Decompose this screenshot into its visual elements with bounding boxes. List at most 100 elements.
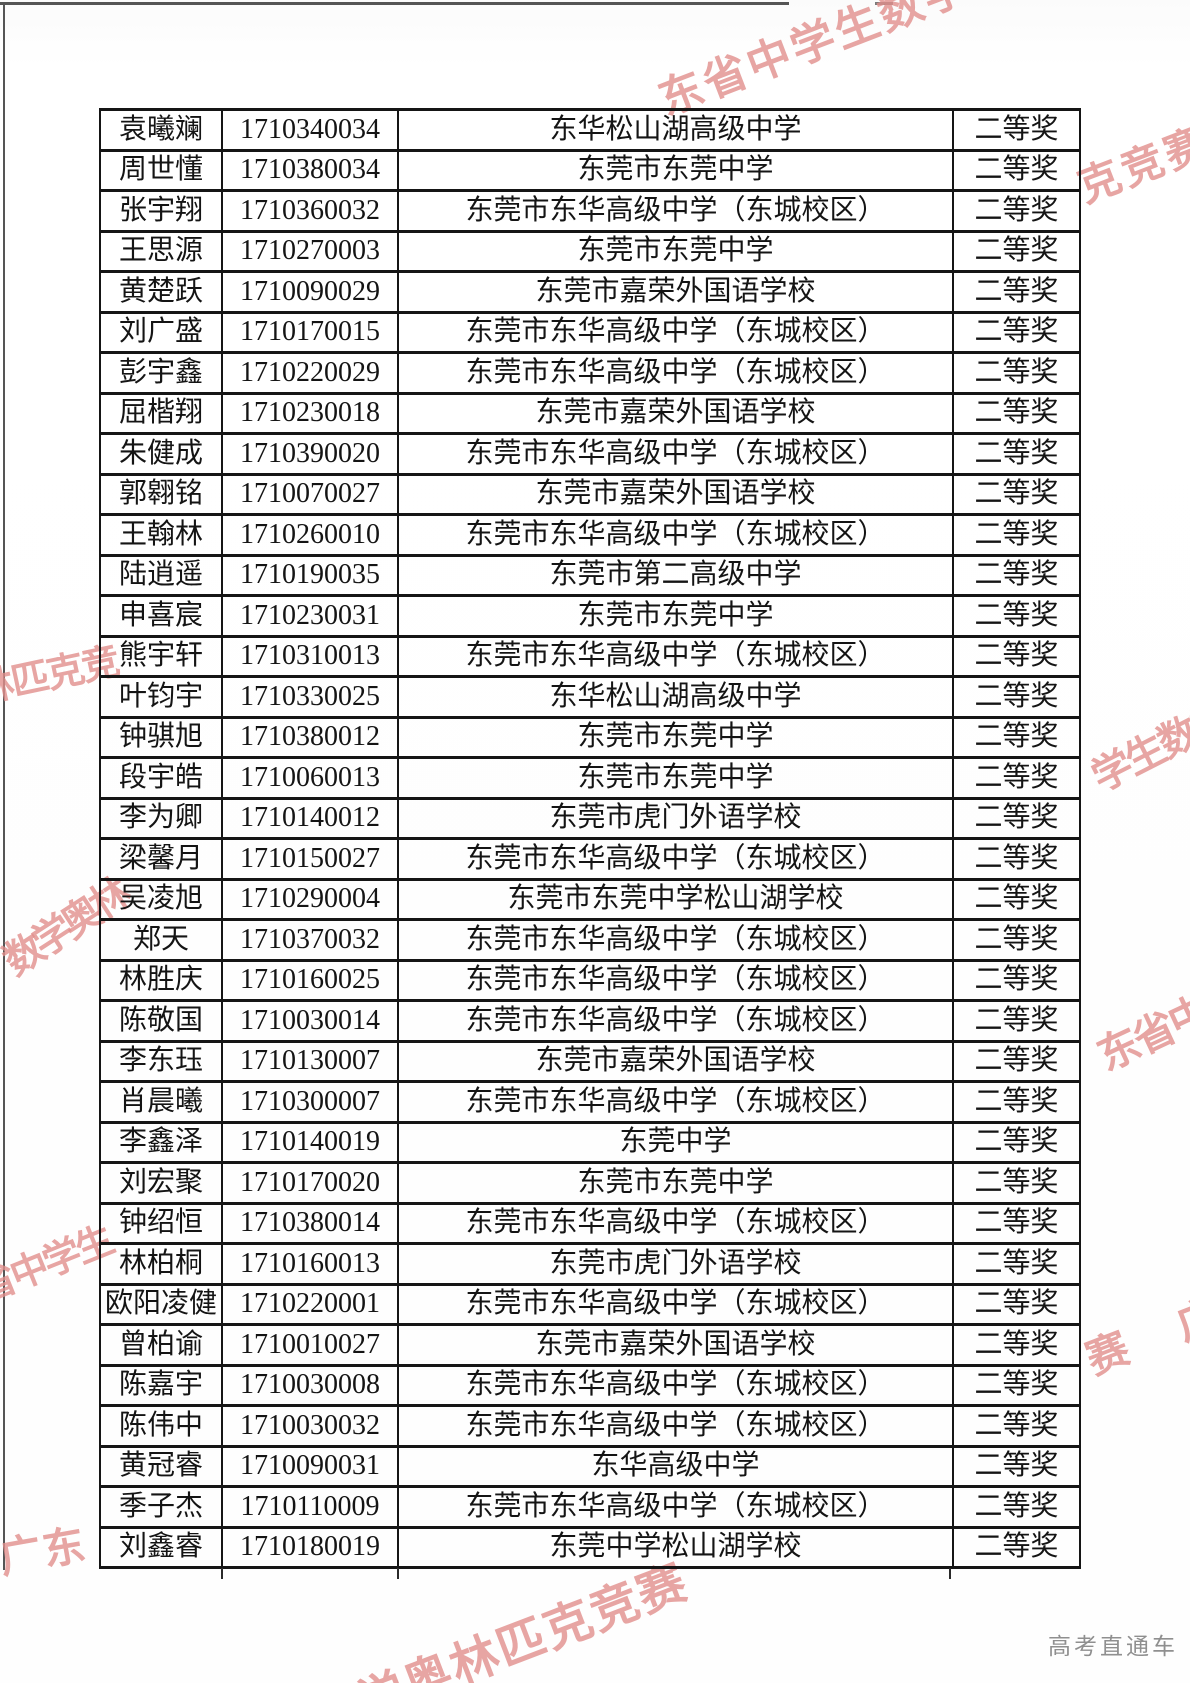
table-row: 叶钧宇 1710330025 东华松山湖高级中学 二等奖	[99, 675, 1081, 719]
name-cell: 王思源	[99, 229, 223, 273]
award-cell: 二等奖	[952, 189, 1081, 233]
award-cell: 二等奖	[952, 351, 1081, 395]
name-cell: 陈嘉宇	[99, 1363, 223, 1407]
name-cell: 林柏桐	[99, 1242, 223, 1286]
name-cell: 叶钧宇	[99, 675, 223, 719]
id-cell: 1710340034	[221, 108, 399, 152]
name-cell: 黄楚跃	[99, 270, 223, 314]
award-cell: 二等奖	[952, 310, 1081, 354]
name-cell: 钟骐旭	[99, 715, 223, 759]
id-cell: 1710030032	[221, 1404, 399, 1448]
award-cell: 二等奖	[952, 1242, 1081, 1286]
award-cell: 二等奖	[952, 634, 1081, 678]
name-cell: 朱健成	[99, 432, 223, 476]
award-cell: 二等奖	[952, 472, 1081, 516]
id-cell: 1710290004	[221, 877, 399, 921]
school-cell: 东莞市虎门外语学校	[397, 796, 954, 840]
id-cell: 1710170015	[221, 310, 399, 354]
table-column-divider-stub	[221, 1568, 223, 1579]
id-cell: 1710030014	[221, 999, 399, 1043]
name-cell: 王翰林	[99, 513, 223, 557]
school-cell: 东莞市东华高级中学（东城校区）	[397, 310, 954, 354]
id-cell: 1710380012	[221, 715, 399, 759]
name-cell: 张宇翔	[99, 189, 223, 233]
school-cell: 东莞市嘉荣外国语学校	[397, 472, 954, 516]
award-cell: 二等奖	[952, 756, 1081, 800]
table-row: 申喜宸 1710230031 东莞市东莞中学 二等奖	[99, 594, 1081, 638]
id-cell: 1710070027	[221, 472, 399, 516]
table-row: 刘广盛 1710170015 东莞市东华高级中学（东城校区） 二等奖	[99, 310, 1081, 354]
table-row: 李为卿 1710140012 东莞市虎门外语学校 二等奖	[99, 796, 1081, 840]
school-cell: 东莞市虎门外语学校	[397, 1242, 954, 1286]
name-cell: 陆逍遥	[99, 553, 223, 597]
name-cell: 陈伟中	[99, 1404, 223, 1448]
id-cell: 1710090029	[221, 270, 399, 314]
school-cell: 东莞市东华高级中学（东城校区）	[397, 1080, 954, 1124]
table-row: 朱健成 1710390020 东莞市东华高级中学（东城校区） 二等奖	[99, 432, 1081, 476]
award-cell: 二等奖	[952, 1039, 1081, 1083]
id-cell: 1710220001	[221, 1282, 399, 1326]
id-cell: 1710180019	[221, 1525, 399, 1569]
name-cell: 陈敬国	[99, 999, 223, 1043]
school-cell: 东莞市东华高级中学（东城校区）	[397, 513, 954, 557]
table-row: 钟绍恒 1710380014 东莞市东华高级中学（东城校区） 二等奖	[99, 1201, 1081, 1245]
school-cell: 东莞市东莞中学	[397, 756, 954, 800]
id-cell: 1710270003	[221, 229, 399, 273]
watermark-fragment: 克竞赛	[1071, 116, 1190, 213]
footer-brand: 高考直通车	[1048, 1633, 1178, 1659]
id-cell: 1710170020	[221, 1161, 399, 1205]
table-row: 李鑫泽 1710140019 东莞中学 二等奖	[99, 1120, 1081, 1164]
id-cell: 1710090031	[221, 1444, 399, 1488]
id-cell: 1710130007	[221, 1039, 399, 1083]
name-cell: 曾柏谕	[99, 1323, 223, 1367]
table-row: 王翰林 1710260010 东莞市东华高级中学（东城校区） 二等奖	[99, 513, 1081, 557]
name-cell: 屈楷翔	[99, 391, 223, 435]
school-cell: 东莞市东华高级中学（东城校区）	[397, 918, 954, 962]
award-cell: 二等奖	[952, 229, 1081, 273]
name-cell: 郭翱铭	[99, 472, 223, 516]
school-cell: 东莞市东华高级中学（东城校区）	[397, 1282, 954, 1326]
id-cell: 1710220029	[221, 351, 399, 395]
award-cell: 二等奖	[952, 1080, 1081, 1124]
id-cell: 1710160025	[221, 958, 399, 1002]
award-cell: 二等奖	[952, 1120, 1081, 1164]
award-cell: 二等奖	[952, 1525, 1081, 1569]
table-row: 屈楷翔 1710230018 东莞市嘉荣外国语学校 二等奖	[99, 391, 1081, 435]
name-cell: 钟绍恒	[99, 1201, 223, 1245]
table-row: 黄楚跃 1710090029 东莞市嘉荣外国语学校 二等奖	[99, 270, 1081, 314]
award-cell: 二等奖	[952, 837, 1081, 881]
table-row: 刘鑫睿 1710180019 东莞中学松山湖学校 二等奖	[99, 1525, 1081, 1569]
school-cell: 东莞市东华高级中学（东城校区）	[397, 999, 954, 1043]
school-cell: 东莞中学松山湖学校	[397, 1525, 954, 1569]
name-cell: 林胜庆	[99, 958, 223, 1002]
name-cell: 刘广盛	[99, 310, 223, 354]
id-cell: 1710230031	[221, 594, 399, 638]
award-cell: 二等奖	[952, 796, 1081, 840]
name-cell: 欧阳凌健	[99, 1282, 223, 1326]
name-cell: 彭宇鑫	[99, 351, 223, 395]
school-cell: 东莞市东华高级中学（东城校区）	[397, 1201, 954, 1245]
school-cell: 东莞市东华高级中学（东城校区）	[397, 432, 954, 476]
award-cell: 二等奖	[952, 958, 1081, 1002]
id-cell: 1710380034	[221, 148, 399, 192]
table-row: 钟骐旭 1710380012 东莞市东莞中学 二等奖	[99, 715, 1081, 759]
table-row: 陈伟中 1710030032 东莞市东华高级中学（东城校区） 二等奖	[99, 1404, 1081, 1448]
name-cell: 周世懂	[99, 148, 223, 192]
table-row: 陆逍遥 1710190035 东莞市第二高级中学 二等奖	[99, 553, 1081, 597]
school-cell: 东莞市东莞中学	[397, 1161, 954, 1205]
page-top-border-dash	[875, 2, 893, 5]
award-cell: 二等奖	[952, 1485, 1081, 1529]
school-cell: 东莞市东莞中学	[397, 148, 954, 192]
award-cell: 二等奖	[952, 1201, 1081, 1245]
school-cell: 东华松山湖高级中学	[397, 108, 954, 152]
school-cell: 东华松山湖高级中学	[397, 675, 954, 719]
school-cell: 东莞市嘉荣外国语学校	[397, 1039, 954, 1083]
table-row: 陈敬国 1710030014 东莞市东华高级中学（东城校区） 二等奖	[99, 999, 1081, 1043]
id-cell: 1710160013	[221, 1242, 399, 1286]
award-cell: 二等奖	[952, 1323, 1081, 1367]
award-cell: 二等奖	[952, 1282, 1081, 1326]
table-row: 梁馨月 1710150027 东莞市东华高级中学（东城校区） 二等奖	[99, 837, 1081, 881]
id-cell: 1710030008	[221, 1363, 399, 1407]
award-cell: 二等奖	[952, 918, 1081, 962]
